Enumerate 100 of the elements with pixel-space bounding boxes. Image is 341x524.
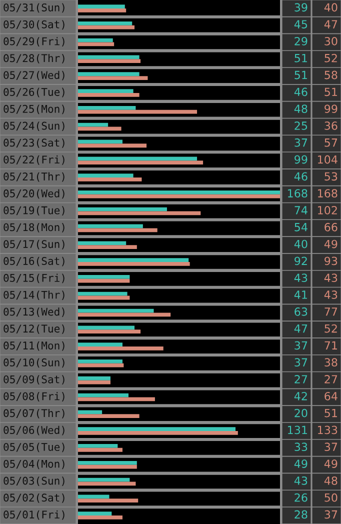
bar: [78, 292, 128, 296]
data-label: 26: [294, 493, 308, 502]
y-tick-label: 05/02(Sat): [4, 493, 64, 503]
y-tick-label: 05/14(Thr): [4, 290, 64, 300]
bar: [78, 431, 238, 435]
bar: [78, 498, 138, 503]
bar: [78, 482, 136, 486]
data-label: 28: [294, 510, 308, 519]
data-label: 102: [318, 206, 337, 214]
data-label: 48: [324, 476, 338, 485]
data-label: 43: [294, 476, 308, 485]
bar: [78, 72, 140, 76]
y-tick-label: 05/17(Sun): [4, 240, 64, 250]
data-label: 50: [324, 493, 338, 502]
data-label: 93: [324, 256, 338, 266]
bar: [78, 460, 137, 465]
y-tick-label: 05/18(Mon): [4, 223, 64, 232]
bar: [78, 8, 126, 12]
data-label: 37: [294, 358, 308, 367]
bar: [78, 177, 142, 182]
data-label: 51: [294, 54, 307, 62]
bar: [78, 140, 122, 144]
bar: [78, 346, 164, 350]
y-tick-label: 05/22(Fri): [4, 155, 64, 165]
bar: [78, 342, 122, 347]
data-label: 104: [318, 155, 338, 164]
bar: [78, 160, 204, 164]
bar: [78, 380, 110, 384]
bar: [78, 241, 126, 246]
bar: [78, 224, 143, 228]
data-label: 37: [294, 341, 308, 350]
y-tick-label: 05/29(Fri): [4, 37, 64, 46]
bar: [78, 393, 128, 398]
bar: [78, 211, 201, 216]
data-label: 42: [294, 392, 307, 400]
y-tick-label: 05/08(Fri): [4, 392, 64, 402]
bar: [78, 59, 141, 64]
data-label: 36: [324, 121, 338, 130]
bar: [78, 278, 130, 283]
data-label: 53: [324, 172, 338, 181]
y-tick-label: 05/21(Thr): [4, 172, 64, 182]
data-label: 20: [294, 408, 308, 418]
bar: [78, 4, 125, 8]
data-label: 33: [294, 442, 308, 452]
data-label: 37: [324, 510, 338, 519]
data-label: 168: [288, 189, 308, 198]
data-label: 49: [324, 460, 338, 468]
data-label: 99: [324, 104, 338, 113]
data-label: 45: [294, 20, 308, 28]
y-tick-label: 05/01(Fri): [4, 510, 64, 520]
data-label: 39: [294, 3, 308, 12]
y-tick-label: 05/31(Sun): [4, 3, 64, 13]
data-label: 48: [294, 104, 308, 113]
bar: [78, 207, 167, 212]
y-tick-label: 05/25(Mon): [4, 104, 64, 114]
bar: [78, 516, 122, 520]
data-label: 168: [318, 189, 338, 198]
data-label: 99: [294, 155, 308, 164]
y-tick-label: 05/13(Wed): [4, 308, 64, 317]
bar: [78, 122, 108, 127]
y-tick-label: 05/26(Tue): [4, 88, 64, 98]
data-label: 74: [294, 206, 308, 214]
bar: [78, 174, 134, 178]
bar: [78, 427, 236, 432]
data-label: 133: [318, 426, 338, 434]
bar: [78, 55, 140, 60]
bar: [78, 156, 198, 161]
bar: [78, 376, 110, 380]
y-tick-label: 05/09(Sat): [4, 375, 64, 385]
bar: [78, 21, 132, 26]
data-label: 37: [294, 138, 308, 147]
data-label: 64: [324, 392, 338, 400]
y-tick-label: 05/10(Sun): [4, 358, 64, 368]
bar: [78, 308, 154, 313]
data-label: 27: [324, 375, 338, 384]
bar: [78, 110, 198, 114]
y-tick-label: 05/03(Sun): [4, 476, 64, 486]
data-label: 46: [294, 172, 308, 181]
y-tick-label: 05/20(Wed): [4, 189, 64, 199]
data-label: 37: [324, 442, 338, 452]
data-label: 63: [294, 307, 308, 316]
data-label: 47: [294, 324, 308, 333]
bar: [78, 478, 130, 482]
bar: [78, 360, 122, 364]
bar: [78, 330, 141, 334]
y-tick-label: 05/19(Tue): [4, 206, 64, 216]
data-label: 52: [324, 54, 337, 62]
bar: [78, 106, 136, 110]
y-tick-label: 05/12(Tue): [4, 324, 64, 334]
bar: [78, 38, 113, 42]
data-label: 57: [324, 138, 338, 147]
data-label: 77: [324, 308, 338, 316]
bar: [78, 245, 137, 249]
bar: [78, 258, 189, 262]
bar: [78, 89, 134, 93]
data-label: 40: [324, 3, 338, 12]
bar: [78, 464, 137, 469]
bar: [78, 228, 158, 232]
bar: [78, 414, 140, 418]
y-tick-label: 05/30(Sat): [4, 20, 64, 30]
